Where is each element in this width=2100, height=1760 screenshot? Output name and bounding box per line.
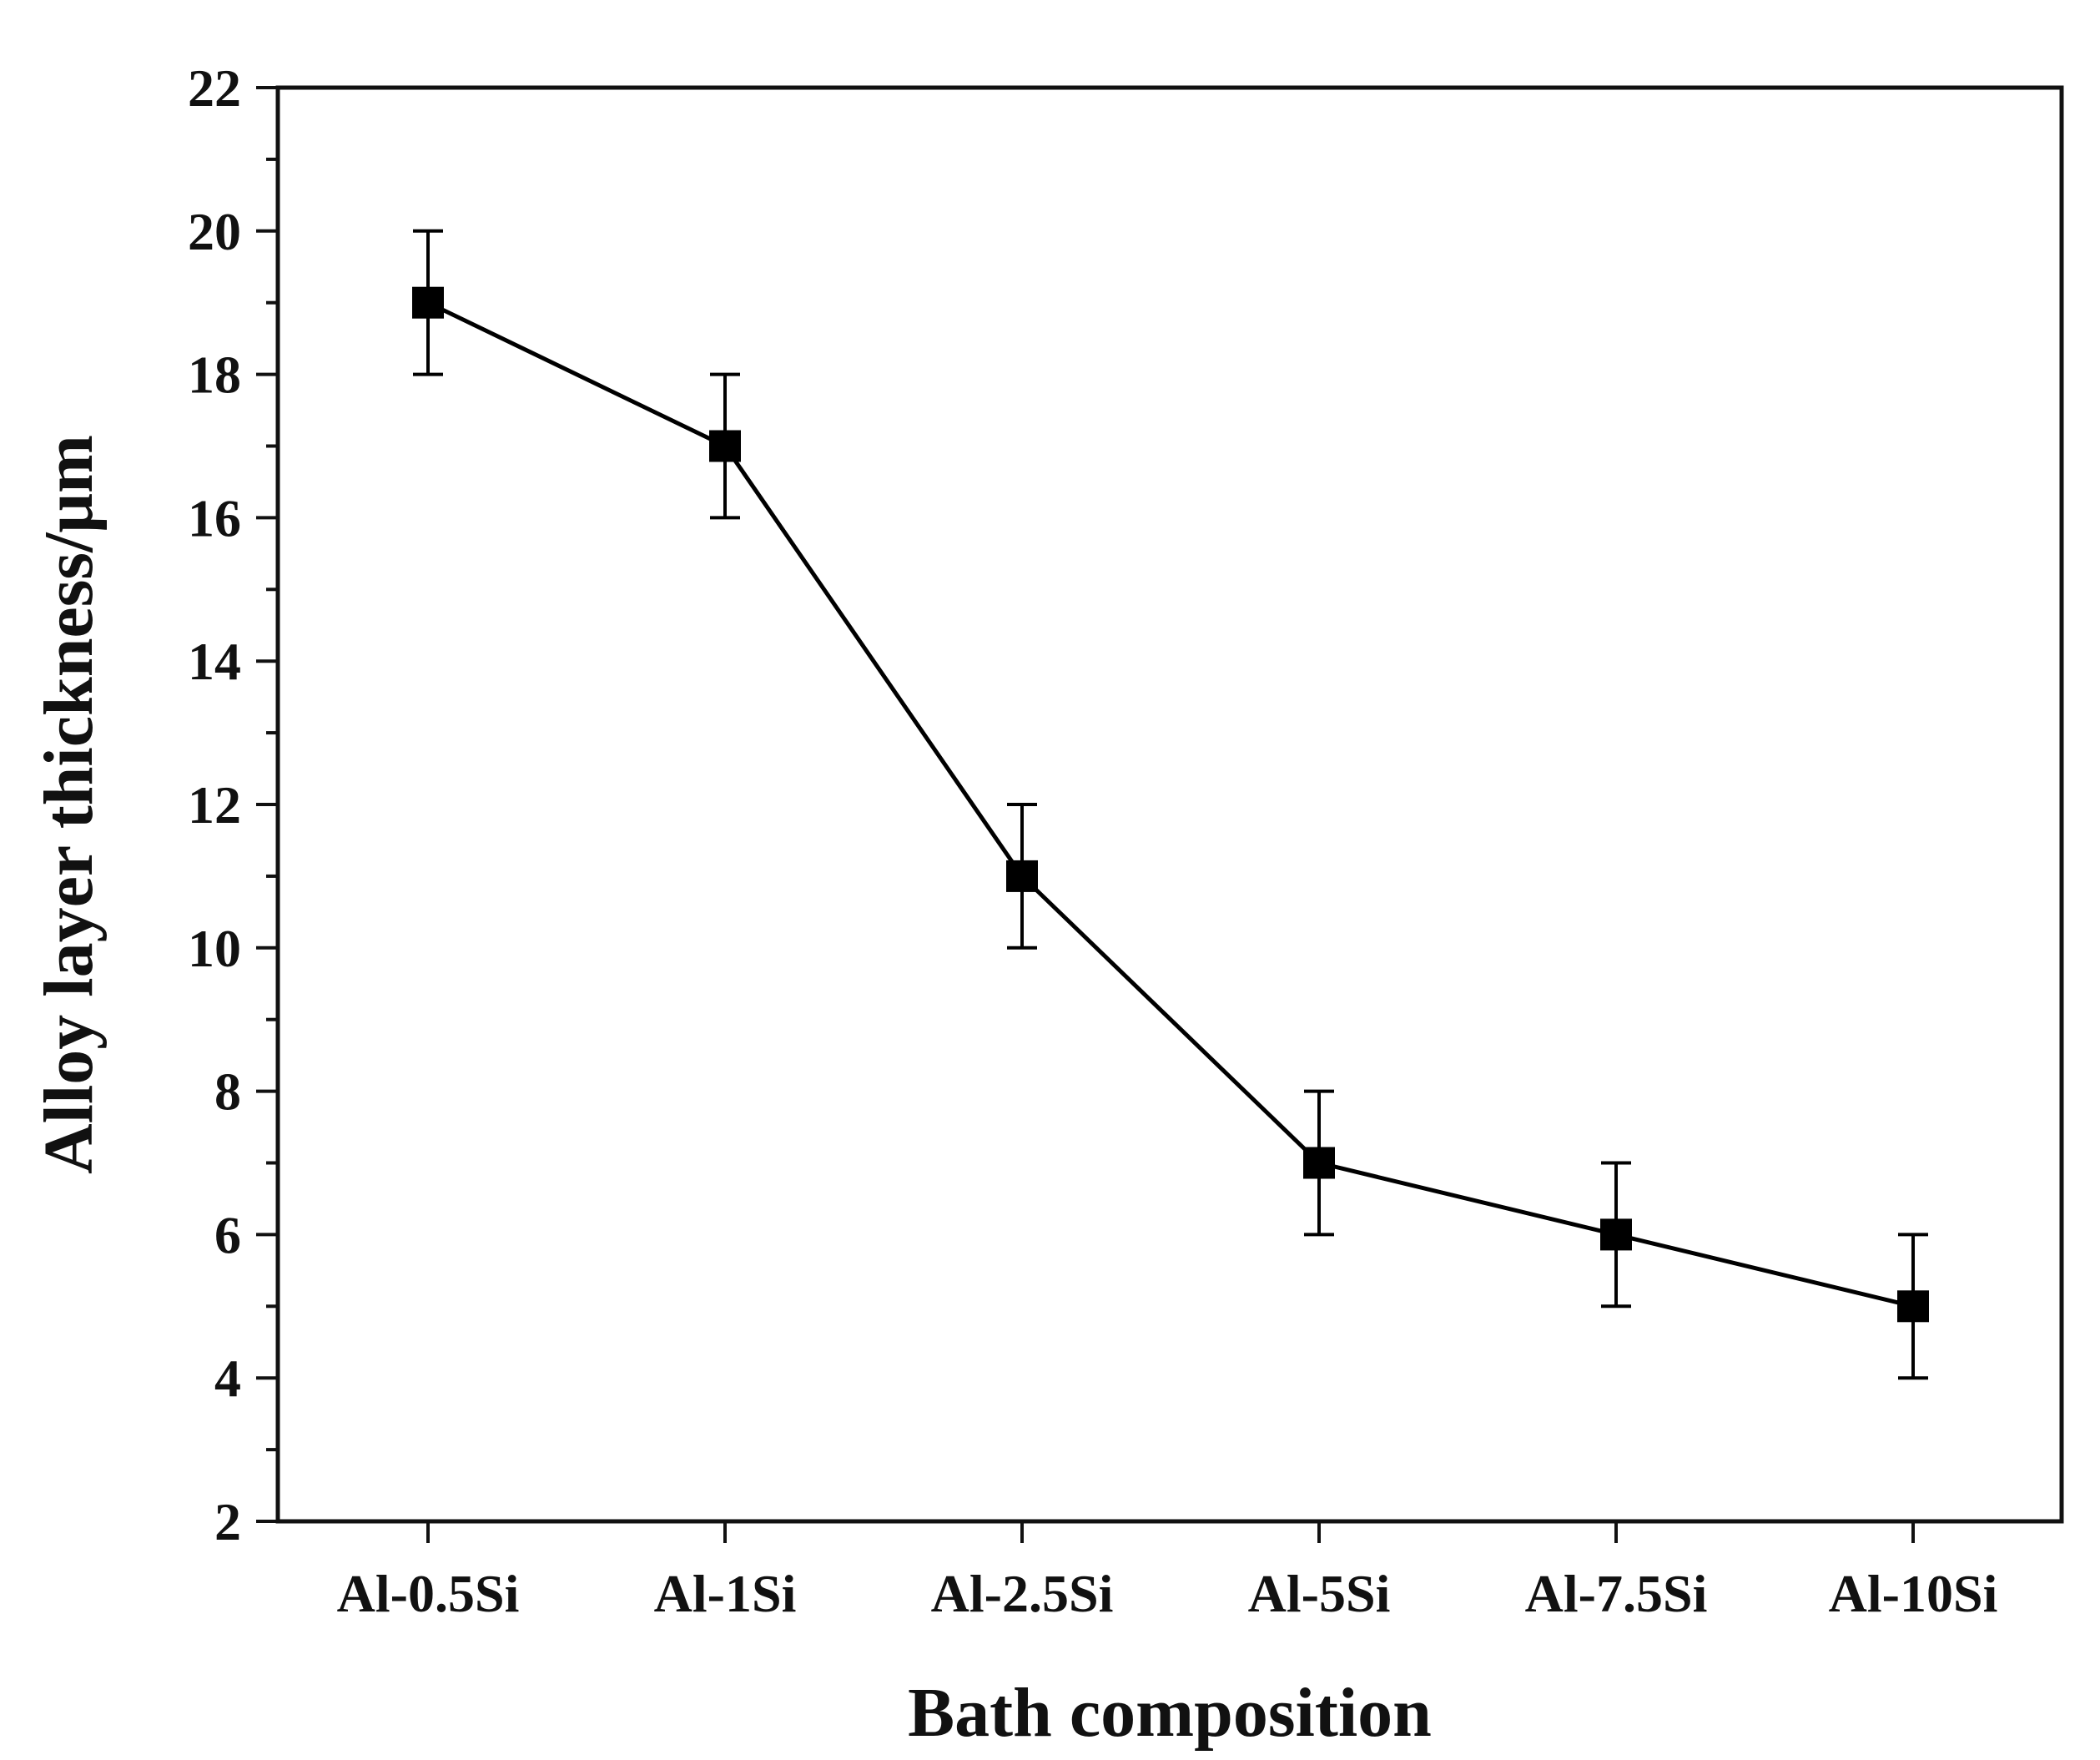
y-tick-label: 18 — [188, 345, 241, 405]
x-tick-label: Al-10Si — [1829, 1564, 1998, 1623]
x-tick-label: Al-2.5Si — [931, 1564, 1114, 1623]
y-tick-label: 8 — [214, 1062, 241, 1122]
series-line — [426, 300, 1914, 1309]
y-tick-label: 12 — [188, 775, 241, 835]
y-tick-label: 6 — [214, 1205, 241, 1264]
data-point-marker — [1303, 1147, 1335, 1179]
y-tick-label: 16 — [188, 488, 241, 547]
x-tick-label: Al-5Si — [1248, 1564, 1391, 1623]
x-tick-label: Al-1Si — [654, 1564, 797, 1623]
y-tick-label: 4 — [214, 1349, 241, 1408]
y-tick-label: 20 — [188, 202, 241, 261]
x-axis-ticks: Al-0.5Si Al-1Si Al-2.5Si Al-5Si Al-7.5Si Al-1… — [337, 1521, 1998, 1623]
plot-frame — [275, 85, 2064, 1524]
y-tick-label: 14 — [188, 632, 241, 691]
x-tick-label: Al-7.5Si — [1525, 1564, 1708, 1623]
x-axis-title: Bath composition — [908, 1674, 1432, 1752]
data-point-marker — [1897, 1290, 1929, 1323]
y-axis-title: Alloy layer thickness/μm — [30, 435, 108, 1174]
y-tick-label: 22 — [188, 58, 241, 118]
y-tick-label: 10 — [188, 919, 241, 978]
y-tick-label: 2 — [214, 1492, 241, 1551]
y-axis-ticks: 2 4 6 8 10 12 14 16 18 20 22 — [188, 58, 278, 1551]
data-point-marker — [709, 430, 741, 462]
series-layer — [412, 229, 1929, 1380]
x-tick-label: Al-0.5Si — [337, 1564, 520, 1623]
data-point-marker — [1006, 860, 1038, 892]
data-point-marker — [1600, 1218, 1632, 1251]
data-point-marker — [412, 286, 444, 319]
